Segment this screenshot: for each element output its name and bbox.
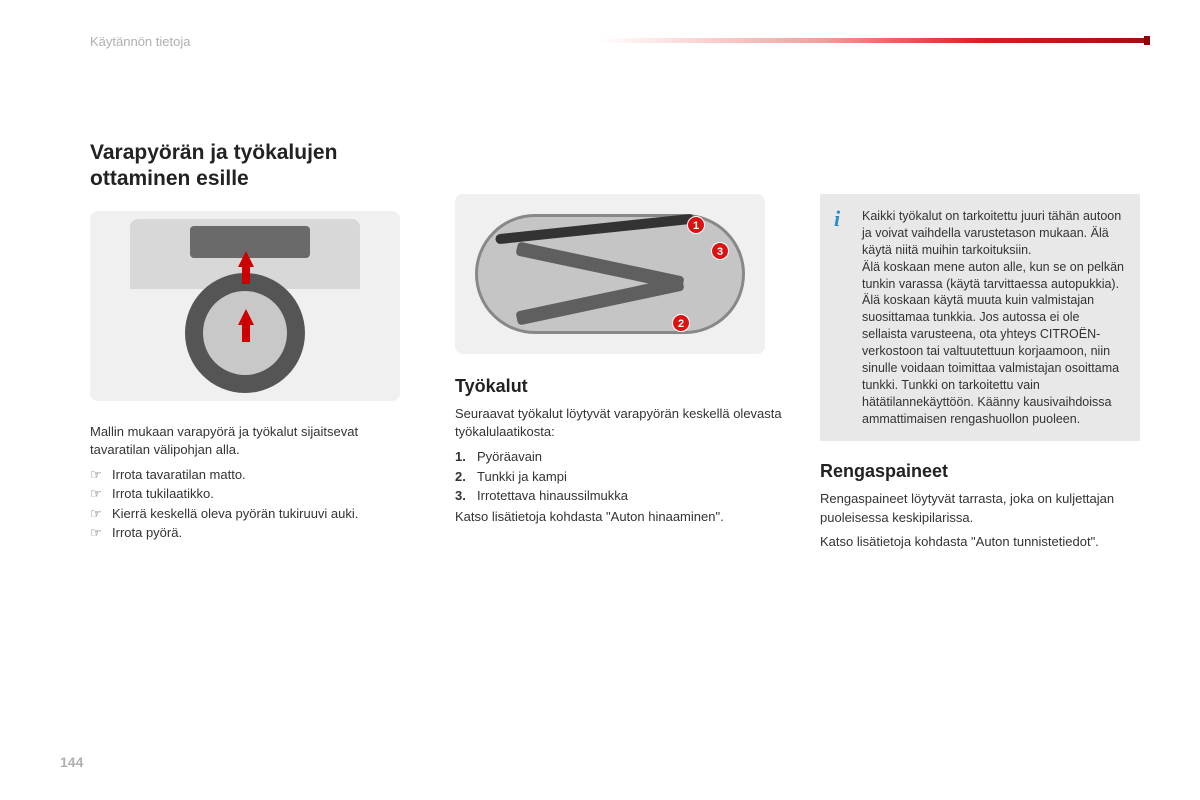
arrow-stem [242,266,250,284]
bullet-marker: ☞ [90,504,102,524]
column-tools: 1 2 3 Työkalut Seuraavat työkalut löytyv… [455,140,785,557]
arrow-up-icon [238,309,254,325]
steps-list: ☞ Irrota tavaratilan matto. ☞ Irrota tukil… [90,465,420,543]
list-item: ☞ Irrota pyörä. [90,523,420,543]
column-info: i Kaikki työkalut on tarkoitettu juuri t… [820,140,1140,557]
info-paragraph: Älä koskaan käytä muuta kuin valmistajan… [862,292,1126,427]
pressure-text: Katso lisätietoja kohdasta "Auton tunnis… [820,533,1140,551]
list-item: 2. Tunkki ja kampi [455,467,785,487]
item-number: 1. [455,447,466,467]
tools-intro: Seuraavat työkalut löytyvät varapyörän k… [455,405,785,441]
item-number: 2. [455,467,466,487]
list-item: ☞ Kierrä keskellä oleva pyörän tukiruuvi … [90,504,420,524]
page-header: Käytännön tietoja [0,0,1200,45]
pressure-text: Rengaspaineet löytyvät tarrasta, joka on… [820,490,1140,526]
tools-footer: Katso lisätietoja kohdasta "Auton hinaam… [455,508,785,526]
arrow-stem [242,324,250,342]
spacer [455,140,785,194]
list-item: ☞ Irrota tavaratilan matto. [90,465,420,485]
intro-text: Mallin mukaan varapyörä ja työkalut sija… [90,423,420,459]
bullet-marker: ☞ [90,484,102,504]
list-item-label: Kierrä keskellä oleva pyörän tukiruuvi a… [112,506,358,521]
info-text: Kaikki työkalut on tarkoitettu juuri täh… [834,208,1126,427]
header-gradient [600,38,1145,43]
badge-2: 2 [672,314,690,332]
tools-title: Työkalut [455,376,785,397]
list-item-label: Pyöräavain [477,449,542,464]
list-item: 1. Pyöräavain [455,447,785,467]
list-item-label: Tunkki ja kampi [477,469,567,484]
column-spare-wheel: Varapyörän ja työkalujen ottaminen esill… [90,140,420,557]
badge-3: 3 [711,242,729,260]
arrow-up-icon [238,251,254,267]
section-label: Käytännön tietoja [90,34,190,49]
list-item-label: Irrotettava hinaussilmukka [477,488,628,503]
info-icon: i [834,204,840,234]
pressure-title: Rengaspaineet [820,461,1140,482]
jack-shape [515,249,705,319]
diagram-spare-wheel [90,211,400,401]
content-area: Varapyörän ja työkalujen ottaminen esill… [90,140,1140,557]
list-item-label: Irrota tukilaatikko. [112,486,214,501]
diagram-tools: 1 2 3 [455,194,765,354]
page-number: 144 [60,754,83,770]
info-paragraph: Älä koskaan mene auton alle, kun se on p… [862,259,1126,293]
jack-arm [515,276,684,325]
badge-1: 1 [687,216,705,234]
info-paragraph: Kaikki työkalut on tarkoitettu juuri täh… [862,208,1126,259]
list-item: ☞ Irrota tukilaatikko. [90,484,420,504]
item-number: 3. [455,486,466,506]
list-item-label: Irrota tavaratilan matto. [112,467,246,482]
tools-list: 1. Pyöräavain 2. Tunkki ja kampi 3. Irrotet… [455,447,785,506]
header-cap [1144,36,1150,45]
list-item: 3. Irrotettava hinaussilmukka [455,486,785,506]
list-item-label: Irrota pyörä. [112,525,182,540]
info-callout: i Kaikki työkalut on tarkoitettu juuri t… [820,194,1140,441]
spacer [820,140,1140,194]
bullet-marker: ☞ [90,523,102,543]
bullet-marker: ☞ [90,465,102,485]
main-title: Varapyörän ja työkalujen ottaminen esill… [90,140,420,193]
